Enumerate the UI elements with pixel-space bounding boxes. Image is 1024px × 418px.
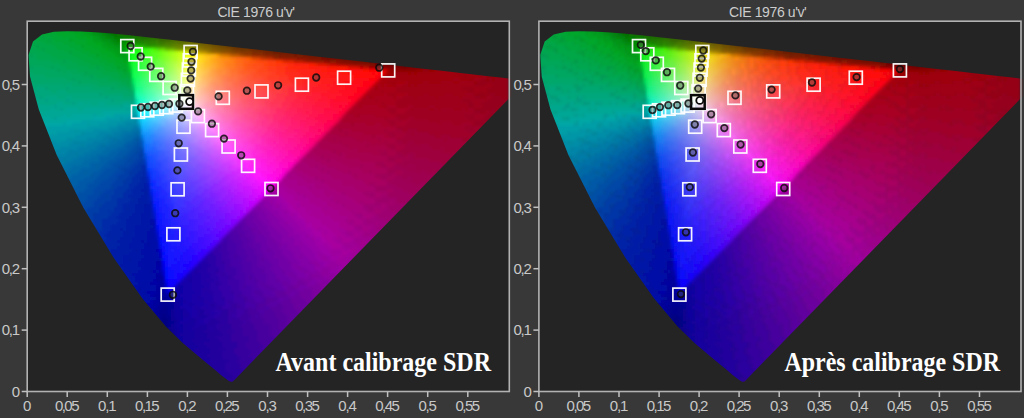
svg-text:Avant calibrage SDR: Avant calibrage SDR <box>276 347 492 377</box>
svg-text:Après calibrage SDR: Après calibrage SDR <box>785 347 1001 377</box>
